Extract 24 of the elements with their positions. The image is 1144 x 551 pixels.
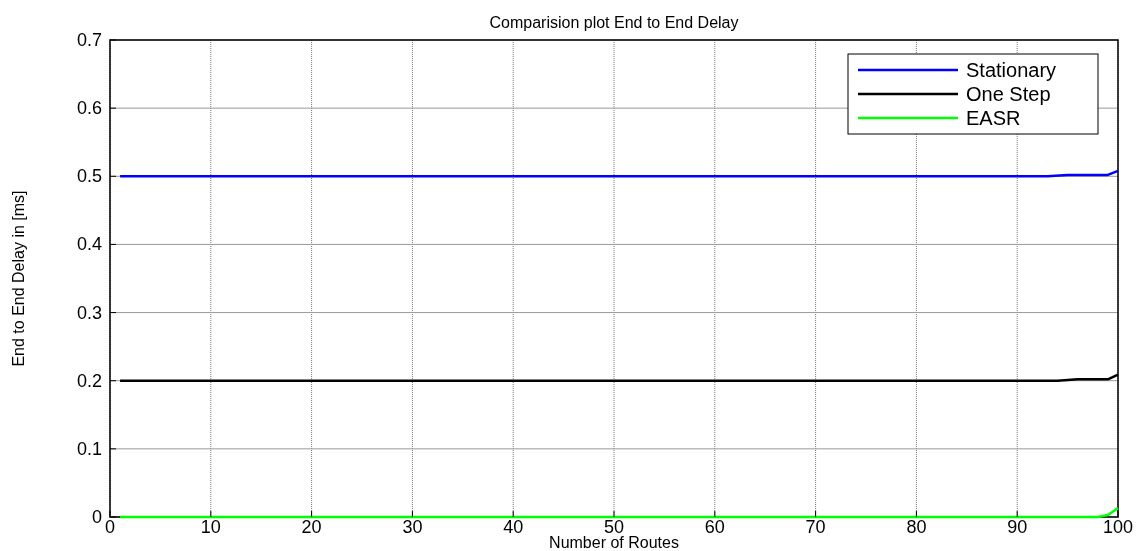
y-axis-title: End to End Delay in [ms] [10, 190, 27, 367]
x-tick-label: 80 [906, 517, 927, 537]
chart-title: Comparision plot End to End Delay [489, 14, 739, 31]
y-tick-label: 0.2 [76, 370, 102, 391]
x-tick-label: 50 [603, 517, 625, 537]
x-axis-title: Number of Routes [549, 534, 679, 551]
legend-label: EASR [966, 107, 1021, 129]
y-tick-label: 0.6 [76, 98, 102, 119]
x-tick-label: 20 [301, 517, 322, 537]
y-tick-label: 0.3 [76, 302, 102, 323]
x-tick-label: 30 [402, 517, 423, 537]
x-tick-label: 0 [104, 517, 116, 537]
x-tick-label: 90 [1007, 517, 1028, 537]
x-tick-label: 70 [805, 517, 826, 537]
y-tick-label: 0.4 [76, 234, 102, 255]
x-tick-label: 10 [200, 517, 221, 537]
legend-label: Stationary [966, 59, 1057, 81]
y-tick-label: 0.1 [76, 438, 102, 459]
legend-label: One Step [966, 83, 1051, 105]
y-tick-label: 0.7 [76, 30, 102, 50]
y-tick-label: 0.5 [76, 166, 102, 187]
x-tick-label: 60 [704, 517, 725, 537]
x-tick-label: 40 [503, 517, 524, 537]
x-tick-label: 100 [1102, 517, 1134, 537]
